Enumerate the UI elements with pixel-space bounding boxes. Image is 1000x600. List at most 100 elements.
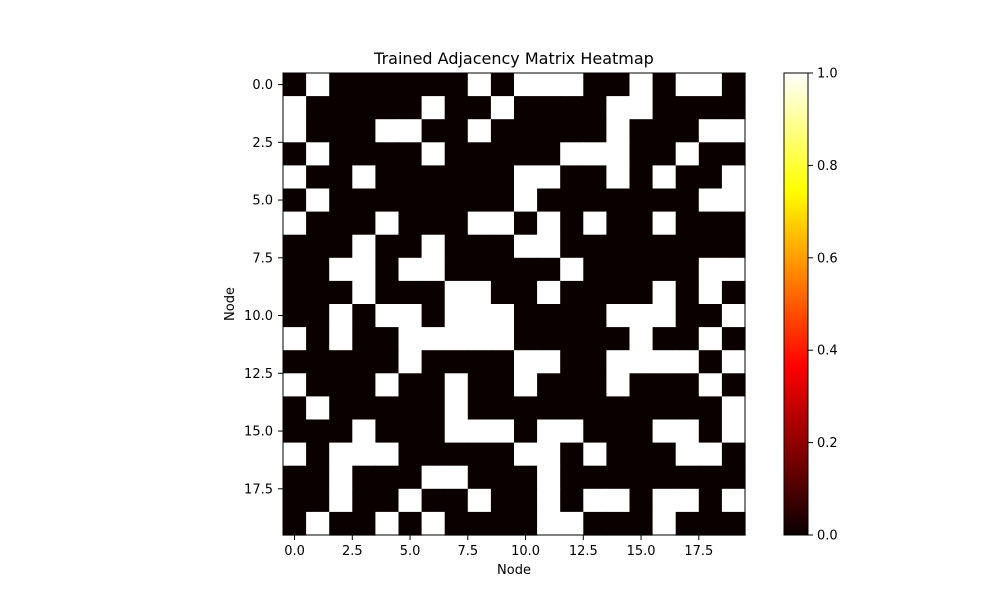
heatmap-cell xyxy=(560,511,584,536)
heatmap-cell xyxy=(283,211,307,236)
heatmap-cell xyxy=(329,465,353,490)
heatmap-cell xyxy=(583,373,607,397)
heatmap-cell xyxy=(444,304,469,328)
heatmap-cell xyxy=(675,96,700,120)
colorbar-tick-label: 0.0 xyxy=(817,529,838,544)
heatmap-cell xyxy=(375,257,400,282)
heatmap-cell xyxy=(514,442,538,467)
heatmap-cell xyxy=(652,327,677,351)
heatmap-cell xyxy=(398,465,423,490)
heatmap-cell xyxy=(698,142,723,166)
heatmap-cell xyxy=(444,396,469,421)
heatmap-cell xyxy=(560,465,584,490)
heatmap-cell xyxy=(375,96,400,120)
heatmap-cell xyxy=(490,419,515,444)
heatmap-cell xyxy=(514,142,538,166)
heatmap-cell xyxy=(606,280,631,305)
heatmap-cell xyxy=(306,396,330,421)
heatmap-cell xyxy=(560,96,584,120)
heatmap-cell xyxy=(537,304,561,328)
x-axis-ticks: 0.0 2.5 5.0 7.5 10.0 12.5 15.0 17.5 xyxy=(284,535,713,559)
heatmap-cell xyxy=(560,373,584,397)
heatmap-cell xyxy=(467,511,492,536)
heatmap-cell xyxy=(606,211,631,236)
heatmap-cell xyxy=(329,142,353,166)
heatmap-cell xyxy=(306,350,330,374)
heatmap-cell xyxy=(721,373,746,397)
heatmap-cell xyxy=(629,373,654,397)
heatmap-cell xyxy=(537,488,561,513)
heatmap-cell xyxy=(398,304,423,328)
heatmap-cell xyxy=(306,211,330,236)
heatmap-cell xyxy=(698,327,723,351)
heatmap-cell xyxy=(675,73,700,97)
heatmap-cell xyxy=(583,211,607,236)
heatmap-cell xyxy=(329,96,353,120)
heatmap-cell xyxy=(490,257,515,282)
heatmap-cell xyxy=(467,280,492,305)
heatmap-cell xyxy=(283,419,307,444)
heatmap-cell xyxy=(675,280,700,305)
heatmap-cell xyxy=(490,142,515,166)
x-tick-label: 12.5 xyxy=(569,544,598,559)
heatmap-cell xyxy=(306,73,330,97)
heatmap-cell xyxy=(698,488,723,513)
heatmap-cell xyxy=(398,73,423,97)
heatmap-cell xyxy=(629,280,654,305)
heatmap-cell xyxy=(675,327,700,351)
heatmap-cell xyxy=(537,257,561,282)
heatmap-cell xyxy=(583,442,607,467)
heatmap-cell xyxy=(721,396,746,421)
heatmap-cell xyxy=(467,165,492,190)
heatmap-cell xyxy=(398,419,423,444)
heatmap-cell xyxy=(444,419,469,444)
x-tick-label: 7.5 xyxy=(457,544,478,559)
heatmap-cell xyxy=(721,327,746,351)
colorbar-tick-label: 0.4 xyxy=(817,344,838,359)
heatmap-cell xyxy=(514,188,538,213)
heatmap-cell xyxy=(606,442,631,467)
heatmap-cell xyxy=(652,304,677,328)
heatmap-cell xyxy=(329,304,353,328)
heatmap-cell xyxy=(444,350,469,374)
heatmap-cell xyxy=(306,165,330,190)
heatmap-cell xyxy=(490,396,515,421)
heatmap-cell xyxy=(421,96,446,120)
heatmap-cell xyxy=(375,465,400,490)
colorbar-tick-label: 0.8 xyxy=(817,159,838,174)
heatmap-cell xyxy=(352,465,376,490)
heatmap-cell xyxy=(606,142,631,166)
y-tick-label: 7.5 xyxy=(252,251,273,266)
heatmap-cell xyxy=(583,257,607,282)
heatmap-cell xyxy=(375,419,400,444)
heatmap-cell xyxy=(721,96,746,120)
y-tick-label: 0.0 xyxy=(252,78,273,93)
heatmap-cell xyxy=(421,327,446,351)
heatmap-cell xyxy=(537,188,561,213)
heatmap-cell xyxy=(583,327,607,351)
heatmap-cell xyxy=(606,488,631,513)
heatmap-cell xyxy=(352,488,376,513)
heatmap-cell xyxy=(467,350,492,374)
y-axis-ticks: 0.0 2.5 5.0 7.5 10.0 12.5 15.0 17.5 xyxy=(244,78,283,497)
chart-title: Trained Adjacency Matrix Heatmap xyxy=(373,49,654,68)
heatmap-cell xyxy=(698,465,723,490)
x-tick-label: 2.5 xyxy=(342,544,363,559)
heatmap-cell xyxy=(352,327,376,351)
heatmap-cell xyxy=(398,350,423,374)
heatmap-cell xyxy=(352,96,376,120)
heatmap-cell xyxy=(537,465,561,490)
heatmap-cell xyxy=(583,165,607,190)
heatmap-cell xyxy=(652,119,677,143)
heatmap-cell xyxy=(514,119,538,143)
heatmap-cell xyxy=(606,304,631,328)
heatmap-cell xyxy=(721,211,746,236)
heatmap-cell xyxy=(329,119,353,143)
heatmap-cell xyxy=(329,511,353,536)
heatmap-cell xyxy=(490,373,515,397)
heatmap-cell xyxy=(629,119,654,143)
heatmap-cell xyxy=(698,304,723,328)
heatmap-cell xyxy=(375,350,400,374)
heatmap-cell xyxy=(698,419,723,444)
heatmap-cell xyxy=(652,350,677,374)
